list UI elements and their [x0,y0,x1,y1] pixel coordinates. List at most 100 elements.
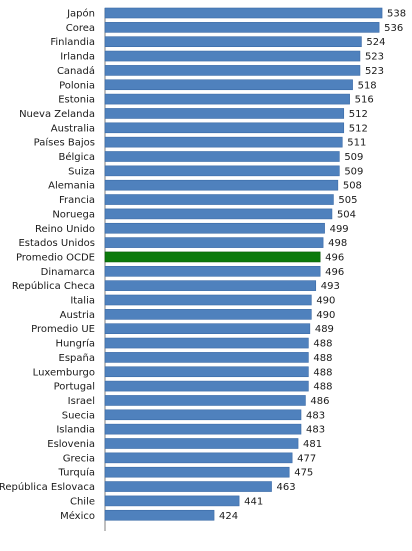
category-label-finlandia: Finlandia [50,37,95,48]
bar-turquia [104,466,290,478]
category-label-francia: Francia [59,195,95,206]
bar-noruega [104,208,333,220]
value-label-francia: 505 [338,195,357,206]
value-label-japon: 538 [387,9,406,20]
bar-alemania [104,179,339,191]
category-label-republica-eslovaca: República Eslovaca [0,481,95,493]
value-label-italia: 490 [316,296,335,307]
value-label-hungria: 488 [313,339,332,350]
category-label-estonia: Estonia [58,95,95,106]
category-label-suiza: Suiza [68,166,95,177]
value-label-austria: 490 [316,310,335,321]
category-label-islandia: Islandia [56,425,95,436]
bar-dinamarca [104,265,321,277]
category-label-alemania: Alemania [48,181,95,192]
category-label-canada: Canadá [57,65,95,77]
value-label-estonia: 516 [355,95,374,106]
category-label-dinamarca: Dinamarca [41,267,95,278]
bar-mexico [104,509,215,521]
category-label-italia: Italia [70,296,95,307]
bar-nueva-zelanda [104,108,345,119]
category-label-paises-bajos: Países Bajos [34,137,95,149]
bar-reino-unido [104,222,325,234]
value-label-chile: 441 [244,496,263,507]
category-label-israel: Israel [68,396,95,407]
bar-finlandia [104,36,362,48]
value-label-australia: 512 [349,123,368,134]
bar-islandia [104,423,302,435]
value-label-republica-eslovaca: 463 [277,482,296,493]
bar-irlanda [104,50,361,62]
value-label-espana: 488 [313,353,332,364]
category-label-chile: Chile [70,496,95,507]
category-label-nueva-zelanda: Nueva Zelanda [19,109,95,120]
bar-corea [104,22,380,33]
value-label-islandia: 483 [306,425,325,436]
value-label-israel: 486 [310,396,329,407]
bar-canada [104,65,361,76]
bar-hungria [104,337,309,349]
bar-suecia [104,409,302,421]
value-label-dinamarca: 496 [325,267,344,278]
category-label-japon: Japón [66,8,95,20]
bar-republica-eslovaca [104,481,272,492]
value-label-belgica: 509 [344,152,363,163]
value-label-portugal: 488 [313,382,332,393]
value-label-grecia: 477 [297,453,316,464]
bar-estonia [104,93,350,105]
value-label-republica-checa: 493 [321,281,340,292]
value-label-irlanda: 523 [365,52,384,63]
category-label-irlanda: Irlanda [60,52,95,63]
bar-chile [104,495,240,507]
category-labels-group: Japón Corea Finlandia Irlanda Canadá Polonia E… [0,8,95,522]
bar-portugal [104,380,309,392]
category-label-reino-unido: Reino Unido [35,224,95,235]
bar-grecia [104,452,293,464]
bar-paises-bajos [104,136,343,148]
category-label-polonia: Polonia [59,80,95,91]
category-label-eslovenia: Eslovenia [47,439,95,450]
value-label-finlandia: 524 [366,37,385,48]
bar-suiza [104,165,340,177]
category-label-promedio-ue: Promedio UE [31,324,95,335]
bar-republica-checa [104,280,317,291]
bar-italia [104,294,312,306]
bar-belgica [104,151,340,162]
value-label-reino-unido: 499 [330,224,349,235]
category-label-australia: Australia [51,123,95,134]
category-label-promedio-ocde: Promedio OCDE [16,252,95,263]
category-label-belgica: Bélgica [58,151,95,163]
value-label-suecia: 483 [306,410,325,421]
bar-eslovenia [104,438,299,449]
bar-promedio-ocde [104,251,321,263]
value-label-eslovenia: 481 [303,439,322,450]
category-label-republica-checa: República Checa [12,280,95,292]
value-label-polonia: 518 [358,80,377,91]
value-label-paises-bajos: 511 [347,138,366,149]
value-label-promedio-ocde: 496 [325,252,344,263]
value-label-estados-unidos: 498 [328,238,347,249]
bar-luxemburgo [104,366,309,378]
category-label-mexico: México [60,510,95,522]
value-label-promedio-ue: 489 [315,324,334,335]
category-label-grecia: Grecia [63,453,95,464]
value-label-alemania: 508 [343,181,362,192]
bars-group [104,7,383,521]
bar-polonia [104,79,353,91]
bar-estados-unidos [104,237,324,248]
value-label-suiza: 509 [344,166,363,177]
category-label-noruega: Noruega [52,209,95,220]
category-label-austria: Austria [60,310,95,321]
value-label-noruega: 504 [337,209,356,220]
bar-espana [104,352,309,363]
category-label-luxemburgo: Luxemburgo [33,367,95,378]
value-label-mexico: 424 [219,511,238,522]
value-label-turquia: 475 [294,468,313,479]
value-label-corea: 536 [384,23,403,34]
bar-austria [104,309,312,320]
category-label-corea: Corea [66,23,95,34]
bar-promedio-ue [104,323,311,335]
value-labels-group: 538 536 524 523 523 518 516 512 512 511 509 509 508 5… [219,9,406,522]
bar-francia [104,194,334,205]
